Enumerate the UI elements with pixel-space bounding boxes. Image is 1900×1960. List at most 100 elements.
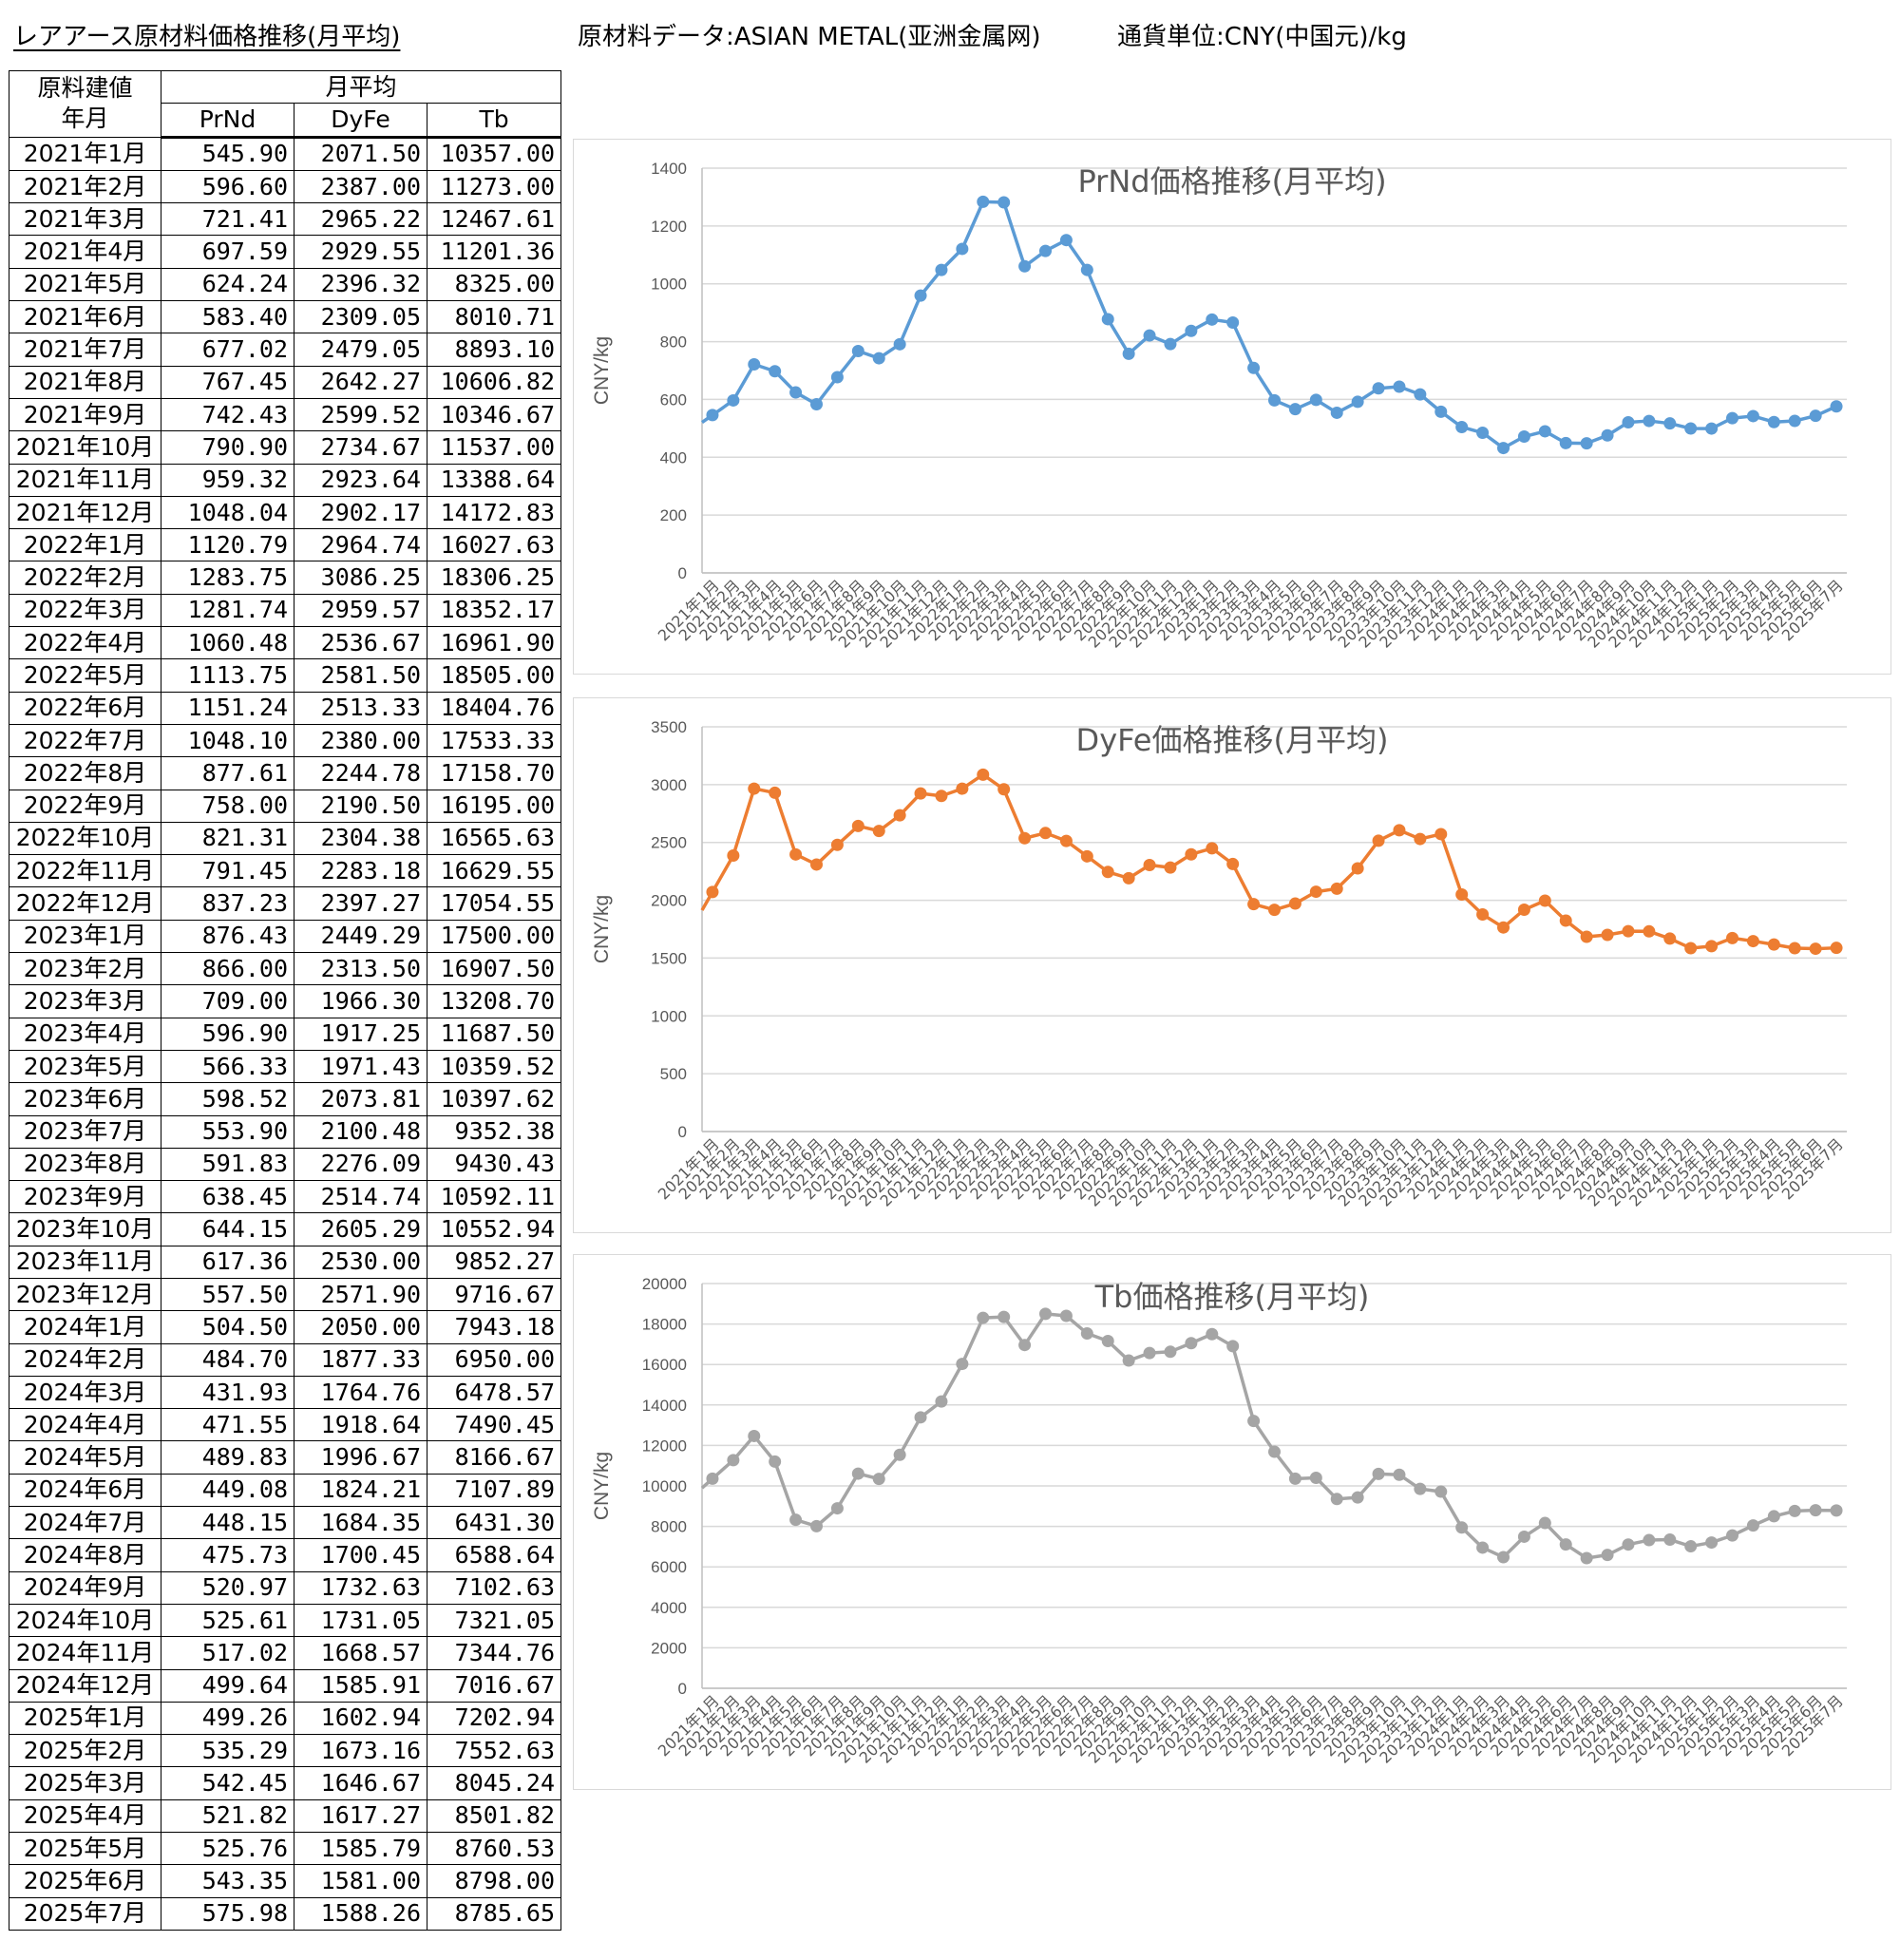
tb-data-point <box>1226 1340 1240 1353</box>
cell-tb: 14172.83 <box>426 495 562 530</box>
dyfe-data-point <box>1580 930 1593 943</box>
cell-dyfe: 2396.32 <box>294 267 428 302</box>
prnd-data-point <box>1497 442 1510 455</box>
dyfe-data-point <box>1414 832 1427 846</box>
cell-date: 2025年2月 <box>9 1734 162 1768</box>
y-tick-label: 0 <box>678 1680 687 1698</box>
tb-data-point <box>748 1429 761 1442</box>
cell-date: 2022年3月 <box>9 593 162 628</box>
table-body: 2021年1月 545.90 2071.50 10357.00 2021年2月 596.6… <box>9 136 562 1931</box>
cell-date: 2025年3月 <box>9 1766 162 1800</box>
tb-data-point <box>810 1519 823 1532</box>
cell-tb: 11537.00 <box>426 430 562 465</box>
prnd-data-point <box>769 365 782 378</box>
dyfe-data-point <box>1288 897 1302 910</box>
table-row: 2023年1月 876.43 2449.29 17500.00 <box>9 919 562 954</box>
dyfe-data-point <box>1538 894 1551 907</box>
cell-date: 2021年7月 <box>9 333 162 367</box>
prnd-data-point <box>1039 244 1052 257</box>
cell-tb: 8045.24 <box>426 1766 562 1800</box>
prnd-data-point <box>1164 337 1177 351</box>
cell-prnd: 489.83 <box>161 1440 294 1475</box>
cell-date: 2024年10月 <box>9 1603 162 1638</box>
corner-header: 原料建値 年月 <box>9 70 162 138</box>
cell-prnd: 697.59 <box>161 235 294 269</box>
cell-prnd: 499.64 <box>161 1668 294 1703</box>
cell-dyfe: 2071.50 <box>294 136 428 171</box>
tb-data-point <box>893 1448 906 1461</box>
cell-date: 2022年7月 <box>9 723 162 758</box>
table-row: 2024年9月 520.97 1732.63 7102.63 <box>9 1570 562 1605</box>
table-row: 2022年11月 791.45 2283.18 16629.55 <box>9 854 562 888</box>
table-row: 2022年3月 1281.74 2959.57 18352.17 <box>9 593 562 628</box>
prnd-data-point <box>1080 263 1093 276</box>
cell-date: 2023年3月 <box>9 984 162 1018</box>
prnd-data-point <box>1684 422 1698 435</box>
cell-prnd: 1151.24 <box>161 691 294 725</box>
prnd-data-point <box>914 289 927 302</box>
y-tick-label: 200 <box>660 506 687 524</box>
cell-tb: 8798.00 <box>426 1864 562 1898</box>
tb-data-point <box>1767 1510 1780 1523</box>
tb-data-point <box>1476 1541 1490 1554</box>
prnd-data-point <box>1580 437 1593 450</box>
prnd-data-point <box>1476 427 1490 440</box>
cell-prnd: 790.90 <box>161 430 294 465</box>
dyfe-data-point <box>830 838 844 851</box>
prnd-data-point <box>1726 411 1738 425</box>
prnd-data-point <box>706 409 719 422</box>
prnd-data-point <box>1643 414 1656 428</box>
y-axis-label: CNY/kg <box>591 1452 613 1520</box>
table-row: 2023年7月 553.90 2100.48 9352.38 <box>9 1114 562 1149</box>
prnd-data-point <box>1809 409 1822 423</box>
prnd-data-point <box>998 196 1011 209</box>
cell-dyfe: 2100.48 <box>294 1114 428 1149</box>
table-row: 2021年9月 742.43 2599.52 10346.67 <box>9 397 562 432</box>
cell-date: 2021年11月 <box>9 463 162 497</box>
cell-tb: 6588.64 <box>426 1538 562 1572</box>
dyfe-data-point <box>1643 924 1656 938</box>
prnd-data-point <box>1288 403 1302 416</box>
dyfe-data-point <box>748 782 761 795</box>
cell-prnd: 499.26 <box>161 1701 294 1736</box>
cell-tb: 11273.00 <box>426 169 562 204</box>
y-axis-label: CNY/kg <box>591 895 613 963</box>
table-row: 2023年8月 591.83 2276.09 9430.43 <box>9 1147 562 1182</box>
cell-date: 2021年4月 <box>9 235 162 269</box>
cell-dyfe: 3086.25 <box>294 561 428 595</box>
cell-prnd: 624.24 <box>161 267 294 302</box>
cell-tb: 7102.63 <box>426 1570 562 1605</box>
cell-tb: 7552.63 <box>426 1734 562 1768</box>
table-row: 2024年1月 504.50 2050.00 7943.18 <box>9 1310 562 1344</box>
cell-dyfe: 2190.50 <box>294 789 428 823</box>
cell-date: 2024年1月 <box>9 1310 162 1344</box>
table-row: 2025年6月 543.35 1581.00 8798.00 <box>9 1864 562 1898</box>
cell-date: 2024年4月 <box>9 1408 162 1442</box>
cell-prnd: 758.00 <box>161 789 294 823</box>
dyfe-data-point <box>1080 849 1093 863</box>
y-tick-label: 12000 <box>642 1437 687 1455</box>
prnd-data-point <box>1788 414 1801 428</box>
cell-tb: 8785.65 <box>426 1896 562 1931</box>
cell-date: 2023年2月 <box>9 952 162 986</box>
corner-header-line2: 年月 <box>61 105 109 133</box>
cell-prnd: 525.76 <box>161 1832 294 1866</box>
tb-data-point <box>789 1513 803 1527</box>
y-tick-label: 1500 <box>651 949 687 967</box>
tb-data-point <box>956 1358 969 1371</box>
y-tick-label: 1000 <box>651 1007 687 1025</box>
prnd-data-point <box>851 344 864 357</box>
dyfe-data-point <box>1059 834 1073 847</box>
cell-tb: 10357.00 <box>426 136 562 171</box>
y-tick-label: 600 <box>660 390 687 409</box>
cell-prnd: 448.15 <box>161 1506 294 1540</box>
table-row: 2025年1月 499.26 1602.94 7202.94 <box>9 1701 562 1736</box>
cell-dyfe: 1585.91 <box>294 1668 428 1703</box>
cell-prnd: 638.45 <box>161 1180 294 1214</box>
tb-data-point <box>1206 1327 1219 1341</box>
prnd-data-point <box>935 263 948 276</box>
table-row: 2021年11月 959.32 2923.64 13388.64 <box>9 463 562 497</box>
cell-prnd: 1120.79 <box>161 528 294 562</box>
dyfe-data-point <box>1351 862 1364 875</box>
cell-dyfe: 1646.67 <box>294 1766 428 1800</box>
